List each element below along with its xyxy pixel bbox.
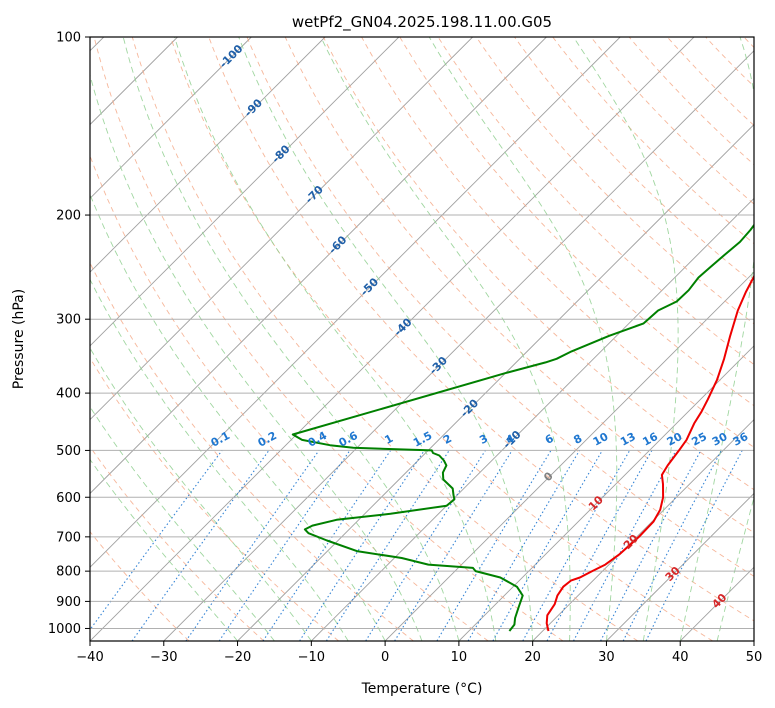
- dry-adiabat-line: [399, 37, 754, 407]
- moist-adiabat-line: [174, 37, 497, 641]
- background-lines: [90, 37, 754, 641]
- mixing-ratio-line: [325, 450, 450, 641]
- mixing-ratio-label: 13: [618, 430, 638, 449]
- mixing-ratio-label: 20: [665, 430, 685, 449]
- moist-adiabat-line: [90, 278, 349, 641]
- temperature-profile: [545, 274, 754, 632]
- y-axis-title: Pressure (hPa): [11, 289, 27, 389]
- y-tick-label: 500: [56, 444, 81, 459]
- x-tick-label: −20: [224, 650, 251, 665]
- moist-adiabat-line: [238, 37, 534, 641]
- mixing-ratio-label: 36: [731, 430, 751, 449]
- dry-adiabat-line: [131, 37, 639, 641]
- isotherm-line: [90, 37, 326, 273]
- isotherm-line: [532, 419, 754, 641]
- mixing-ratio-line: [394, 450, 513, 641]
- moist-adiabat-line: [122, 37, 460, 641]
- dry-adiabat-line: [90, 530, 190, 641]
- moist-adiabat-line: [90, 347, 312, 641]
- plot-frame: [89, 36, 755, 642]
- mixing-ratio-line: [467, 450, 581, 641]
- y-tick-label: 100: [56, 31, 81, 46]
- moist-adiabat-line: [679, 37, 754, 641]
- isotherm-line: [606, 492, 754, 641]
- isotherm-line: [458, 345, 754, 641]
- mixing-ratio-line: [522, 450, 631, 641]
- dry-adiabat-line: [90, 357, 339, 641]
- x-tick-label: 20: [524, 650, 541, 665]
- moist-adiabat-line: [573, 37, 679, 641]
- isotherm-line: [90, 37, 473, 421]
- x-tick-label: 10: [451, 650, 468, 665]
- x-tick-label: 0: [381, 650, 389, 665]
- isotherm-line: [90, 37, 400, 347]
- x-tick-label: 30: [598, 650, 615, 665]
- isotherm-line: [90, 37, 547, 495]
- dry-adiabat-line: [322, 37, 754, 491]
- chart-title: wetPf2_GN04.2025.198.11.00.G05: [292, 13, 552, 32]
- moist-adiabat-line: [90, 193, 386, 641]
- mixing-ratio-line: [365, 450, 486, 641]
- isotherm-line: [90, 37, 252, 199]
- y-axis: 100 200 300 400 500 600 700 800 900 1000: [48, 31, 90, 637]
- dry-adiabat-line: [90, 261, 414, 641]
- moist-adiabat-line: [716, 495, 754, 641]
- mixing-ratio-label: 25: [689, 430, 709, 449]
- mixing-ratio-line: [492, 450, 603, 641]
- moist-adiabat-line: [90, 458, 238, 641]
- y-tick-label: 800: [56, 565, 81, 580]
- x-axis-title: Temperature (°C): [361, 681, 483, 697]
- mixing-ratio-line: [131, 450, 270, 641]
- y-tick-label: 1000: [48, 622, 81, 637]
- dry-adiabat-line: [246, 37, 754, 577]
- mixing-ratio-line: [90, 450, 223, 631]
- mixing-ratio-label: 16: [640, 430, 660, 449]
- moist-adiabat-line: [320, 37, 571, 641]
- isotherm-line: [384, 271, 754, 641]
- isotherm-line: [237, 123, 754, 641]
- y-tick-label: 700: [56, 530, 81, 545]
- y-tick-label: 300: [56, 313, 81, 328]
- x-tick-label: 50: [746, 650, 763, 665]
- isotherm-line: [90, 37, 621, 568]
- y-tick-label: 400: [56, 387, 81, 402]
- x-tick-label: −10: [298, 650, 325, 665]
- y-tick-label: 200: [56, 209, 81, 224]
- x-tick-label: −30: [150, 650, 177, 665]
- moist-adiabat-line: [428, 37, 618, 641]
- isotherm-line: [163, 50, 754, 641]
- mixing-ratio-line: [218, 450, 351, 641]
- dewpoint-profile: [291, 223, 754, 632]
- moist-adiabat-line: [90, 406, 275, 641]
- mixing-ratio-label: 10: [591, 430, 611, 449]
- x-axis: −40 −30 −20 −10 0 10 20 30 40 50: [76, 641, 762, 665]
- dry-adiabat-line: [361, 37, 754, 448]
- x-tick-label: −40: [76, 650, 103, 665]
- mixing-ratio-line: [573, 450, 677, 641]
- moist-adiabat-line: [90, 73, 423, 641]
- dry-adiabat-line: [208, 37, 754, 622]
- x-tick-label: 40: [672, 650, 689, 665]
- sounding-profiles: [291, 223, 754, 632]
- mixing-ratio-line: [436, 450, 552, 641]
- y-tick-label: 600: [56, 491, 81, 506]
- y-tick-label: 900: [56, 595, 81, 610]
- mixing-ratio-line: [546, 450, 653, 641]
- mixing-ratio-label: 30: [710, 430, 730, 449]
- dry-adiabat-line: [93, 37, 564, 641]
